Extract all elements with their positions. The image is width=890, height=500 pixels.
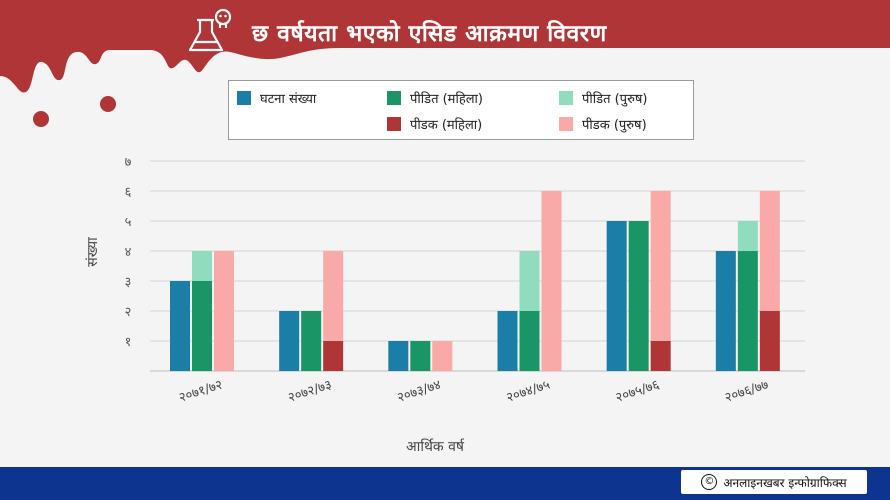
- legend-label: पीडक (महिला): [410, 118, 483, 133]
- y-tick-label: ३: [125, 275, 132, 290]
- bar: [323, 341, 344, 371]
- flask-skull-icon: [188, 8, 232, 52]
- bar: [628, 221, 649, 371]
- bar: [715, 251, 736, 371]
- x-tick-label: २०७२/७३: [286, 378, 333, 406]
- bar: [650, 341, 671, 371]
- legend-swatch: [559, 91, 573, 105]
- legend-item: पीडक (पुरुष): [559, 115, 647, 133]
- bar: [214, 251, 234, 371]
- bar: [519, 311, 540, 371]
- bar: [323, 251, 344, 341]
- bar-chart: १ २ ३ ४ ५ ६ ७ २०७१/७२ २०७२/७३ २०७३/७४ २०७४/७५ २०७५/…: [85, 155, 805, 455]
- credit-badge: © अनलाइनखबर इन्फोग्राफिक्स: [681, 470, 867, 494]
- chart-legend: घटना संख्या पीडित (महिला) पीडित (पुरुष) पीड…: [228, 80, 694, 140]
- x-tick-label: २०७४/७५: [505, 378, 553, 406]
- page-title: छ वर्षयता भएको एसिड आक्रमण विवरण: [252, 21, 607, 47]
- y-tick-label: ५: [125, 215, 132, 230]
- bar: [759, 191, 780, 311]
- bar: [737, 251, 758, 371]
- header-drip-shape: [0, 0, 890, 127]
- bar: [279, 311, 300, 371]
- x-tick-label: २०७६/७७: [723, 378, 771, 406]
- y-axis-label: संख्या: [85, 237, 101, 267]
- drip-drop: [100, 96, 116, 112]
- legend-item: पीडित (पुरुष): [559, 89, 647, 107]
- legend-swatch: [237, 91, 251, 105]
- bar: [759, 311, 780, 371]
- x-tick-label: २०७५/७६: [614, 378, 662, 406]
- legend-item: घटना संख्या: [237, 89, 316, 107]
- bar: [497, 311, 518, 371]
- legend-swatch: [559, 117, 573, 131]
- drip-drop: [33, 111, 49, 127]
- y-tick-label: ६: [125, 185, 132, 200]
- y-tick-label: १: [125, 335, 132, 350]
- legend-swatch: [387, 91, 401, 105]
- legend-label: पीडित (पुरुष): [582, 92, 648, 107]
- bar: [192, 281, 212, 371]
- legend-swatch: [387, 117, 401, 131]
- bar: [170, 281, 190, 371]
- bar: [650, 191, 671, 341]
- x-axis-label: आर्थिक वर्ष: [406, 438, 465, 455]
- bar: [519, 251, 540, 311]
- legend-item: पीडित (महिला): [387, 89, 483, 107]
- bar: [737, 221, 758, 251]
- y-tick-label: २: [125, 305, 132, 320]
- legend-label: पीडक (पुरुष): [582, 118, 647, 133]
- y-tick-label: ४: [125, 245, 132, 260]
- y-tick-label: ७: [125, 155, 132, 170]
- bar: [410, 341, 431, 371]
- bar: [606, 221, 627, 371]
- legend-item: पीडक (महिला): [387, 115, 482, 133]
- bar: [541, 191, 562, 371]
- bar: [432, 341, 453, 371]
- legend-label: पीडित (महिला): [410, 92, 483, 107]
- credit-text: अनलाइनखबर इन्फोग्राफिक्स: [723, 475, 847, 490]
- x-tick-label: २०७३/७४: [396, 378, 444, 406]
- header-banner: छ वर्षयता भएको एसिड आक्रमण विवरण: [0, 0, 890, 140]
- bar: [301, 311, 322, 371]
- copyright-icon: ©: [701, 474, 718, 490]
- x-tick-label: २०७१/७२: [177, 378, 224, 406]
- bar: [192, 251, 212, 281]
- bar: [388, 341, 409, 371]
- legend-label: घटना संख्या: [260, 92, 317, 107]
